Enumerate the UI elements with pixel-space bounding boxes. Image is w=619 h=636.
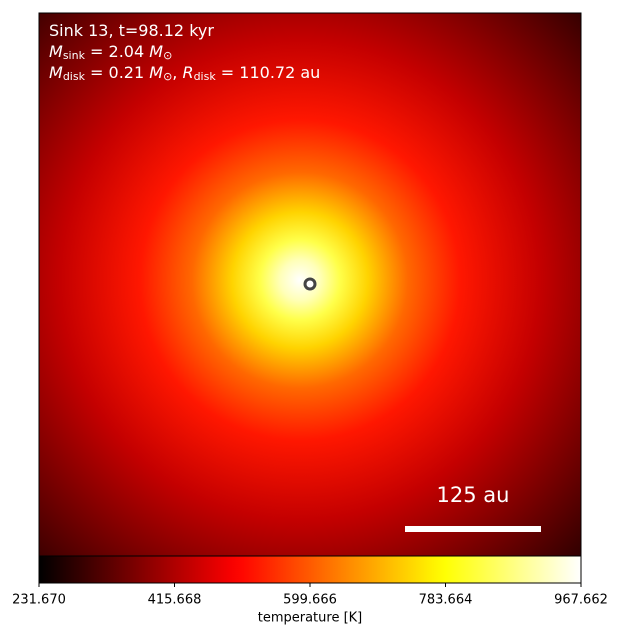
annotation-part: R	[182, 63, 193, 82]
annotation: Sink 13, t=98.12 kyr	[49, 21, 214, 40]
colorbar-tick-label: 231.670	[12, 593, 66, 608]
annotation-part: M	[49, 63, 63, 82]
annotation-part: sink	[63, 49, 86, 62]
annotation-part: ⊙	[163, 70, 172, 83]
annotation: Msink = 2.04 M⊙	[49, 42, 172, 63]
colorbar-tick-label: 599.666	[283, 593, 337, 608]
annotation-part: ⊙	[163, 49, 172, 62]
colorbar-tick-label: 415.668	[148, 593, 202, 608]
scale-bar-label: 125 au	[437, 483, 510, 507]
colorbar-tick-label: 783.664	[419, 593, 473, 608]
annotation-part: ,	[172, 63, 182, 82]
annotation-part: = 0.21	[85, 63, 149, 82]
annotation-part: Sink 13, t=98.12 kyr	[49, 21, 214, 40]
colorbar-label: temperature [K]	[258, 611, 363, 626]
colorbar	[38, 555, 582, 584]
annotation-part: = 110.72 au	[216, 63, 321, 82]
annotation-part: disk	[194, 70, 217, 83]
sink-marker	[303, 277, 317, 291]
annotation-part: disk	[63, 70, 86, 83]
annotation-part: M	[149, 42, 163, 61]
annotation-part: M	[149, 63, 163, 82]
scale-bar	[405, 526, 541, 532]
annotation: Mdisk = 0.21 M⊙, Rdisk = 110.72 au	[49, 63, 320, 84]
colorbar-tick-label: 967.662	[554, 593, 608, 608]
annotation-part: = 2.04	[85, 42, 149, 61]
annotation-part: M	[49, 42, 63, 61]
